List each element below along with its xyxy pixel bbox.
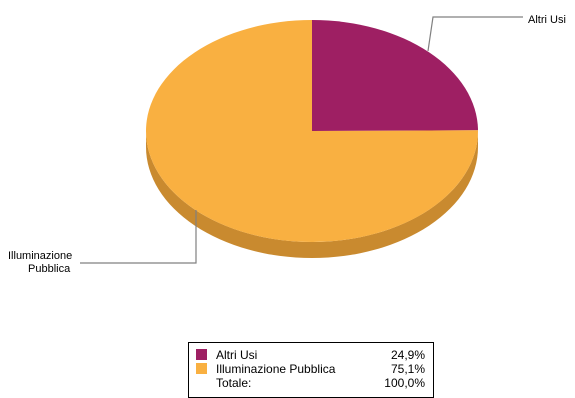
- leader-line-illuminazione: [80, 210, 197, 264]
- callout-label-illuminazione-line1: Illuminazione: [8, 250, 72, 262]
- callout-label-illuminazione-line2: Pubblica: [28, 263, 71, 275]
- legend-row-totale: Totale: 100,0%: [189, 376, 433, 390]
- legend-row-altri-usi: Altri Usi 24,9%: [189, 348, 433, 362]
- legend-value-illuminazione: 75,1%: [390, 362, 425, 376]
- legend-value-totale: 100,0%: [384, 376, 425, 390]
- callout-leaders: [80, 16, 523, 264]
- legend-label-totale: Totale:: [216, 376, 252, 390]
- callout-label-altri-usi: Altri Usi: [528, 14, 566, 26]
- pie-slices: [145, 20, 479, 243]
- legend-row-illuminazione: Illuminazione Pubblica 75,1%: [189, 362, 433, 376]
- legend-label-illuminazione: Illuminazione Pubblica: [216, 362, 336, 376]
- pie-chart: Altri Usi Illuminazione Pubblica: [8, 14, 566, 275]
- pie-slice-illuminazione-pubblica: [145, 20, 479, 243]
- callout-labels: Altri Usi Illuminazione Pubblica: [8, 14, 566, 275]
- leader-line-altri-usi: [427, 16, 523, 52]
- legend-swatch-illuminazione: [196, 363, 207, 374]
- legend: Altri Usi 24,9% Illuminazione Pubblica 7…: [188, 342, 434, 398]
- legend-value-altri-usi: 24,9%: [390, 348, 425, 362]
- legend-swatch-altri-usi: [196, 349, 207, 360]
- legend-label-altri-usi: Altri Usi: [216, 348, 258, 362]
- pie-slice-altri-usi: [312, 20, 478, 131]
